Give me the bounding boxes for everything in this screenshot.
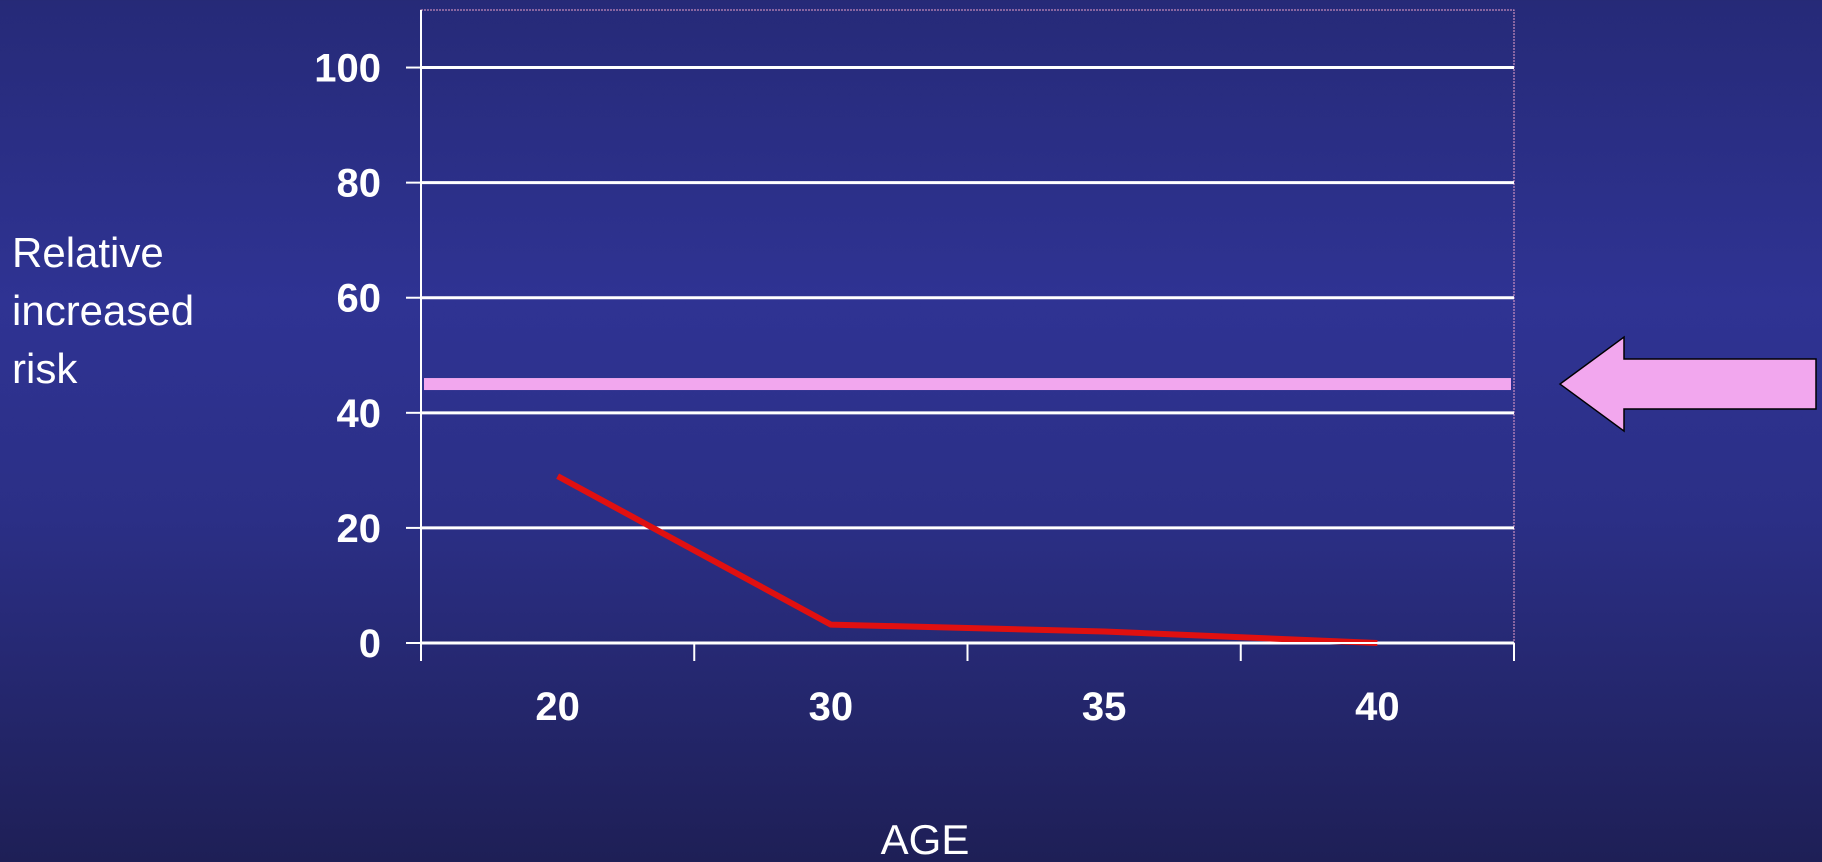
y-axis-ticks: 0 20 40 60 80 100 <box>314 10 422 666</box>
y-tick-label-80: 80 <box>337 162 382 206</box>
reference-band <box>424 378 1511 391</box>
gridlines <box>421 66 1514 645</box>
y-tick-label-60: 60 <box>337 277 382 321</box>
x-tick-label-30: 30 <box>809 685 854 729</box>
series-line-0 <box>556 473 1378 646</box>
annotation-arrow <box>1558 335 1817 433</box>
plot-frame <box>420 9 1515 644</box>
x-axis-label: AGE <box>880 816 970 862</box>
arrow-shape <box>1558 335 1817 433</box>
y-tick-label-40: 40 <box>337 392 382 436</box>
y-axis-label: Relative increased risk <box>12 229 195 392</box>
y-tick-label-20: 20 <box>337 507 382 551</box>
x-tick-label-35: 35 <box>1082 685 1127 729</box>
x-axis-ticks: 20 30 35 40 <box>420 642 1515 729</box>
reference-line <box>424 378 1511 391</box>
series-layer <box>556 473 1378 646</box>
x-tick-label-20: 20 <box>535 685 580 729</box>
y-tick-label-100: 100 <box>314 47 381 91</box>
y-tick-label-0: 0 <box>359 622 381 666</box>
plot-border <box>420 9 1515 644</box>
x-tick-label-40: 40 <box>1355 685 1400 729</box>
